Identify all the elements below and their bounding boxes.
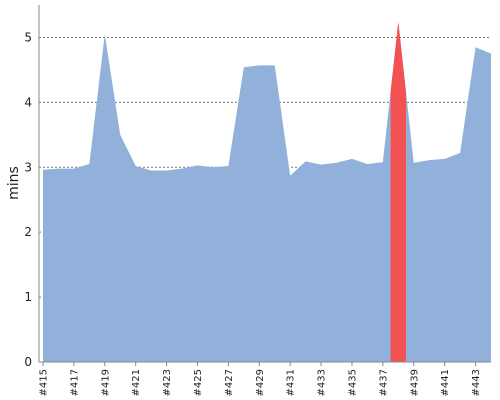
x-tick-label: #425 <box>193 369 204 396</box>
y-tick-label: 4 <box>24 95 32 109</box>
y-tick-labels: 0 1 2 3 4 5 <box>24 30 32 369</box>
x-tick-label: #433 <box>317 369 328 396</box>
x-tick-label: #435 <box>347 369 358 396</box>
x-tick-label: #423 <box>162 369 173 396</box>
highlight-build <box>390 21 407 362</box>
series-area <box>43 21 491 362</box>
x-tick-label: #437 <box>378 369 389 396</box>
y-tick-label: 5 <box>24 30 32 44</box>
x-tick-label: #427 <box>224 369 235 396</box>
y-tick-label: 0 <box>24 355 32 369</box>
x-tick-label: #431 <box>286 369 297 396</box>
y-tick-label: 2 <box>24 225 32 239</box>
x-tick-label: #417 <box>69 369 80 396</box>
axes <box>38 5 491 363</box>
x-tick-label: #441 <box>440 369 451 396</box>
y-axis-label: mins <box>6 166 22 200</box>
x-tick-labels: #415 #417 #419 #421 #423 #425 #427 #429 #431 #433… <box>39 362 482 396</box>
y-tick-label: 3 <box>24 160 32 174</box>
x-tick-label: #443 <box>471 369 482 396</box>
x-tick-label: #415 <box>39 369 50 396</box>
area-layer <box>42 21 492 362</box>
x-tick-label: #439 <box>409 369 420 396</box>
x-tick-label: #429 <box>255 369 266 396</box>
x-tick-label: #421 <box>131 369 142 396</box>
y-tick-label: 1 <box>24 290 32 304</box>
x-tick-label: #419 <box>100 369 111 396</box>
